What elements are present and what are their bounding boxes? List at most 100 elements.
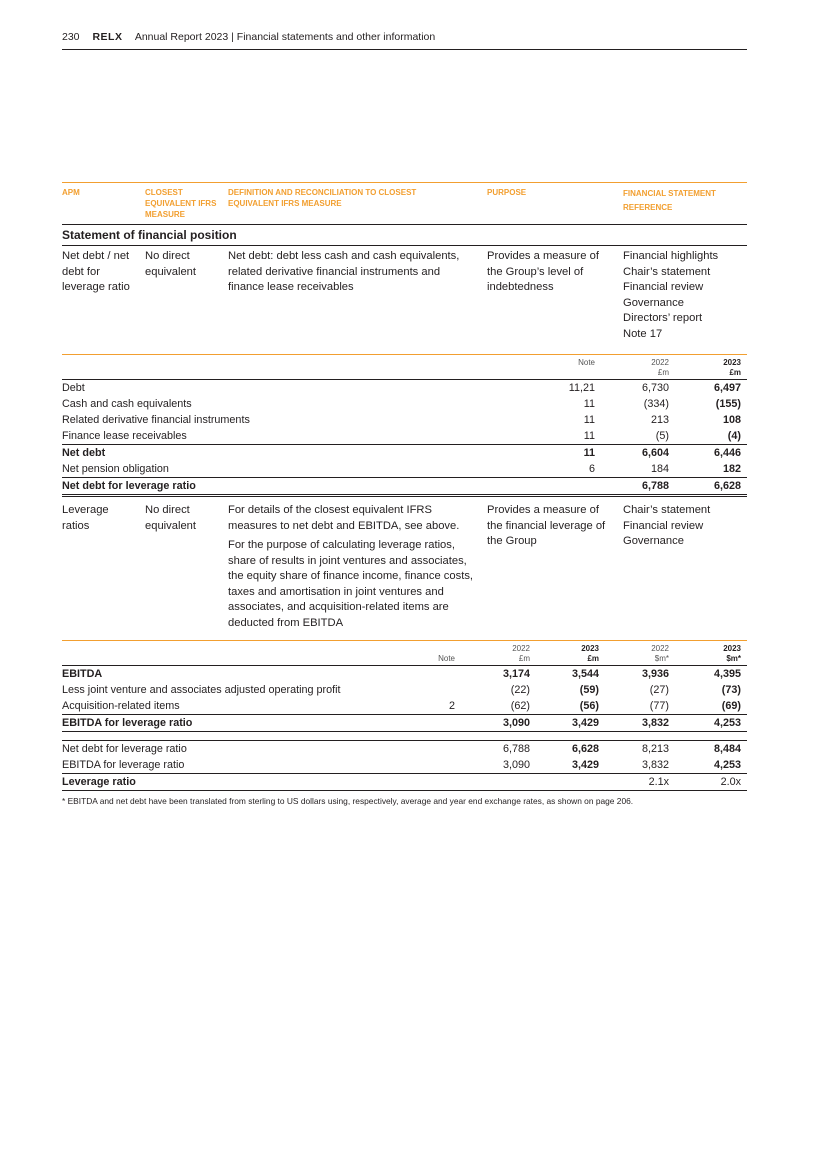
header-unit: $m*	[654, 654, 669, 663]
col-closest: CLOSEST EQUIVALENT IFRS MEASURE	[145, 188, 217, 219]
reference-item: Financial review	[623, 281, 704, 293]
value-2023-gbp: 3,429	[571, 717, 599, 729]
header-note: Note	[578, 358, 595, 367]
apm-name: Net debt / net debt for leverage ratio	[62, 250, 130, 293]
value-2022-usd: 3,936	[641, 668, 669, 680]
reference-item: Directors’ report	[623, 312, 703, 324]
apm-name: Leverage ratios	[62, 504, 109, 532]
value-2022: 6,788	[641, 480, 669, 492]
row-label: Net debt for leverage ratio	[62, 743, 187, 755]
header-unit: £m	[587, 654, 599, 663]
value-2023-usd: 8,484	[713, 743, 741, 755]
row-label: EBITDA for leverage ratio	[62, 759, 185, 771]
net-debt-table: Note 2022 £m 2023 £m Debt 11,21 6,730 6,497 Cash …	[62, 354, 747, 495]
value-2022-usd: 2.1x	[648, 776, 669, 788]
value-2022: 6,604	[641, 447, 669, 459]
reference-list: Chair’s statement Financial review Governa…	[623, 503, 747, 550]
value-2023-gbp: 6,628	[571, 743, 599, 755]
value-2022-gbp: 3,090	[502, 759, 530, 771]
value-2022-usd: (77)	[649, 700, 669, 712]
header-column: 2023 $m*	[723, 644, 741, 664]
header-year: 2022	[512, 644, 530, 653]
value-2022: 184	[650, 463, 669, 475]
definition-para: For the purpose of calculating leverage …	[228, 539, 474, 629]
header-unit: $m*	[726, 654, 741, 663]
reference-item: Chair’s statement	[623, 504, 711, 516]
purpose: Provides a measure of the Group’s level …	[487, 250, 599, 293]
value-2023-usd: (69)	[721, 700, 741, 712]
header-year: 2022	[651, 358, 669, 367]
header-note: Note	[438, 654, 455, 663]
ebitda-table: Note 2022 £m 2023 £m 2022 $m* 2023 $m* EBITDA 3,17…	[62, 640, 747, 791]
header-column: 2023 £m	[581, 644, 599, 664]
value-2023-gbp: (59)	[579, 684, 599, 696]
header-column: 2022 $m*	[651, 644, 669, 664]
reference-item: Note 17	[623, 327, 663, 340]
value-2022-gbp: (22)	[510, 684, 530, 696]
header-2023: 2023 £m	[723, 358, 741, 378]
value-2023: 6,497	[713, 382, 741, 394]
value-2023-usd: 2.0x	[720, 776, 741, 788]
value-2022-usd: (27)	[649, 684, 669, 696]
row-label: Cash and cash equivalents	[62, 398, 192, 410]
header-year: 2023	[581, 644, 599, 653]
value-2023-usd: (73)	[721, 684, 741, 696]
value-2023-usd: 4,395	[713, 668, 741, 680]
value-2023: 6,446	[713, 447, 741, 459]
header-unit: £m	[518, 654, 530, 663]
value-2022-usd: 3,832	[641, 759, 669, 771]
page-number: 230	[62, 31, 80, 43]
value-2022: 213	[650, 414, 669, 426]
row-note: 11	[583, 398, 595, 410]
value-2023-gbp: 3,429	[571, 759, 599, 771]
value-2023: 6,628	[713, 480, 741, 492]
value-2022-gbp: (62)	[510, 700, 530, 712]
row-label: Debt	[62, 382, 85, 394]
table-row: Debt 11,21 6,730 6,497	[62, 380, 747, 396]
value-2023-gbp: 3,544	[571, 668, 599, 680]
value-2023: 182	[722, 463, 741, 475]
closest-measure: No direct equivalent	[145, 250, 197, 278]
header-title: Annual Report 2023 | Financial statement…	[134, 31, 436, 43]
reference-item: Governance	[623, 535, 684, 547]
col-definition: DEFINITION AND RECONCILIATION TO CLOSEST…	[228, 188, 417, 208]
table-row: EBITDA 3,174 3,544 3,936 4,395	[62, 666, 747, 682]
footnote: * EBITDA and net debt have been translat…	[62, 796, 634, 806]
value-2022: (5)	[655, 430, 669, 442]
row-label: Net pension obligation	[62, 463, 169, 475]
value-2023: (155)	[715, 398, 741, 410]
col-reference: FINANCIAL STATEMENT REFERENCE	[623, 189, 716, 212]
value-2022-gbp: 3,174	[502, 668, 530, 680]
header-column: 2022 £m	[512, 644, 530, 664]
value-2022: 6,730	[641, 382, 669, 394]
row-note: 11	[583, 447, 595, 459]
row-label: EBITDA	[62, 668, 103, 680]
row-label: Leverage ratio	[62, 776, 136, 788]
table-gap	[62, 732, 747, 741]
col-apm: APM	[62, 188, 80, 197]
row-note: 6	[588, 463, 595, 475]
table-row: EBITDA for leverage ratio 3,090 3,429 3,832…	[62, 757, 747, 773]
value-2022-usd: 8,213	[641, 743, 669, 755]
value-2022: (334)	[643, 398, 669, 410]
reference-item: Financial highlights	[623, 250, 719, 262]
reference-item: Financial review	[623, 519, 704, 532]
header-year: 2023	[723, 644, 741, 653]
row-label: Net debt	[62, 447, 106, 459]
table-row: Net debt for leverage ratio 6,788 6,628 8,2…	[62, 741, 747, 757]
value-2023-usd: 4,253	[713, 717, 741, 729]
table-row: Net debt 11 6,604 6,446	[62, 444, 747, 461]
value-2023: (4)	[727, 430, 741, 442]
brand-logo: RELX	[92, 31, 123, 43]
row-note: 2	[448, 700, 455, 712]
reference-item: Governance	[623, 296, 684, 309]
page-header: 230 RELX Annual Report 2023 | Financial …	[62, 31, 747, 50]
purpose: Provides a measure of the financial leve…	[487, 504, 606, 547]
row-label: Acquisition-related items	[62, 700, 180, 712]
value-2022-usd: 3,832	[641, 717, 669, 729]
leverage-entry: Leverage ratios No direct equivalent For…	[62, 496, 747, 633]
definition: For details of the closest equivalent IF…	[228, 503, 478, 635]
table-row: Net pension obligation 6 184 182	[62, 461, 747, 477]
table-row: Cash and cash equivalents 11 (334) (155)	[62, 396, 747, 412]
header-unit: £m	[657, 368, 669, 377]
